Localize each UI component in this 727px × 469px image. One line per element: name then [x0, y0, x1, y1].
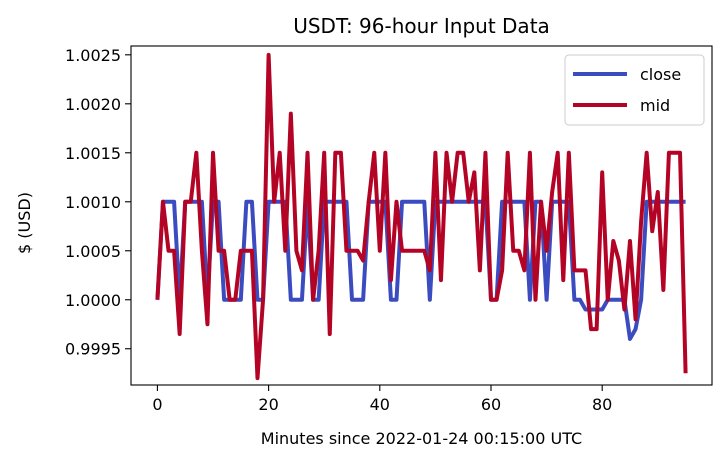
- y-tick-label: 1.0015: [65, 144, 121, 163]
- legend-label-mid: mid: [640, 96, 670, 115]
- x-tick-label: 0: [152, 395, 162, 414]
- series-line-mid: [155, 52, 688, 381]
- x-tick-label: 80: [592, 395, 612, 414]
- legend-label-close: close: [640, 65, 681, 84]
- x-axis-label: Minutes since 2022-01-24 00:15:00 UTC: [261, 429, 582, 448]
- plot-frame: [130, 45, 713, 386]
- y-tick-label: 1.0020: [65, 95, 121, 114]
- axes: 0 20 40 60 80 0.9995 1.0000 1.0005 1.0010 1.0015 1…: [65, 45, 713, 414]
- y-tick-label: 1.0010: [65, 193, 121, 212]
- legend: close mid: [564, 54, 705, 126]
- y-axis-label: $ (USD): [15, 192, 34, 254]
- y-tick-label: 1.0005: [65, 242, 121, 261]
- y-tick-label: 0.9995: [65, 340, 121, 359]
- y-tick-label: 1.0025: [65, 46, 121, 65]
- chart-title: USDT: 96-hour Input Data: [293, 14, 550, 38]
- legend-box: [564, 54, 705, 126]
- plot-area: [155, 52, 688, 381]
- x-tick-label: 60: [481, 395, 501, 414]
- y-tick-label: 1.0000: [65, 291, 121, 310]
- x-tick-label: 40: [370, 395, 390, 414]
- x-tick-label: 20: [258, 395, 278, 414]
